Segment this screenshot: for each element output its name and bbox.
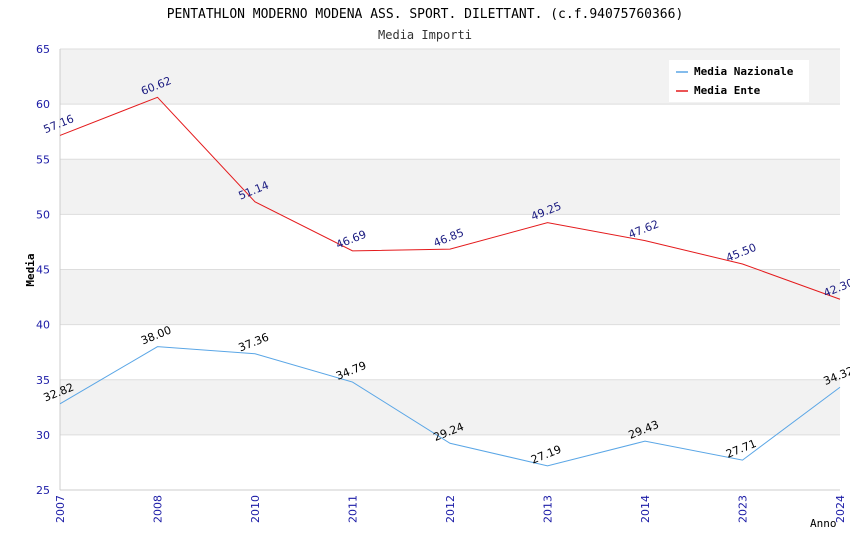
legend: Media Nazionale Media Ente bbox=[669, 60, 809, 102]
y-axis-label: Media bbox=[24, 253, 37, 286]
x-tick-label: 2008 bbox=[152, 495, 165, 523]
x-tick-label: 2013 bbox=[542, 495, 555, 523]
grid-band bbox=[60, 214, 840, 270]
x-tick-label: 2014 bbox=[639, 495, 652, 523]
x-tick-label: 2012 bbox=[444, 495, 457, 523]
y-tick-label: 60 bbox=[36, 98, 50, 111]
x-tick-label: 2011 bbox=[347, 495, 360, 523]
y-tick-label: 65 bbox=[36, 43, 50, 56]
grid-band bbox=[60, 379, 840, 435]
chart-title: PENTATHLON MODERNO MODENA ASS. SPORT. DI… bbox=[167, 7, 684, 22]
x-tick-label: 2007 bbox=[54, 495, 67, 523]
x-tick-label: 2024 bbox=[834, 495, 847, 523]
series-line-media-ente bbox=[59, 96, 841, 300]
y-tick-label: 35 bbox=[36, 374, 50, 387]
grid-band bbox=[60, 434, 840, 490]
grid-band bbox=[60, 159, 840, 215]
x-tick-label: 2023 bbox=[737, 495, 750, 523]
y-tick-label: 30 bbox=[36, 429, 50, 442]
y-tick-label: 50 bbox=[36, 208, 50, 221]
legend-box bbox=[669, 60, 809, 102]
grid-band bbox=[60, 104, 840, 160]
chart-subtitle: Media Importi bbox=[378, 28, 472, 42]
y-tick-label: 40 bbox=[36, 319, 50, 332]
series-line-media-nazionale bbox=[59, 346, 841, 467]
series-lines bbox=[59, 96, 841, 467]
x-tick-labels: 2007 2008 2010 2011 2012 2013 2014 2023 2024 bbox=[54, 495, 847, 523]
legend-label-media-nazionale: Media Nazionale bbox=[694, 65, 794, 78]
y-tick-labels: 25 30 35 40 45 50 55 60 65 bbox=[36, 43, 50, 497]
y-tick-label: 45 bbox=[36, 264, 50, 277]
grid-bands bbox=[60, 49, 840, 490]
x-tick-label: 2010 bbox=[249, 495, 262, 523]
legend-label-media-ente: Media Ente bbox=[694, 84, 761, 97]
y-tick-label: 55 bbox=[36, 153, 50, 166]
y-tick-label: 25 bbox=[36, 484, 50, 497]
grid-band bbox=[60, 324, 840, 380]
grid-band bbox=[60, 269, 840, 325]
x-axis-label: Anno bbox=[810, 517, 837, 530]
